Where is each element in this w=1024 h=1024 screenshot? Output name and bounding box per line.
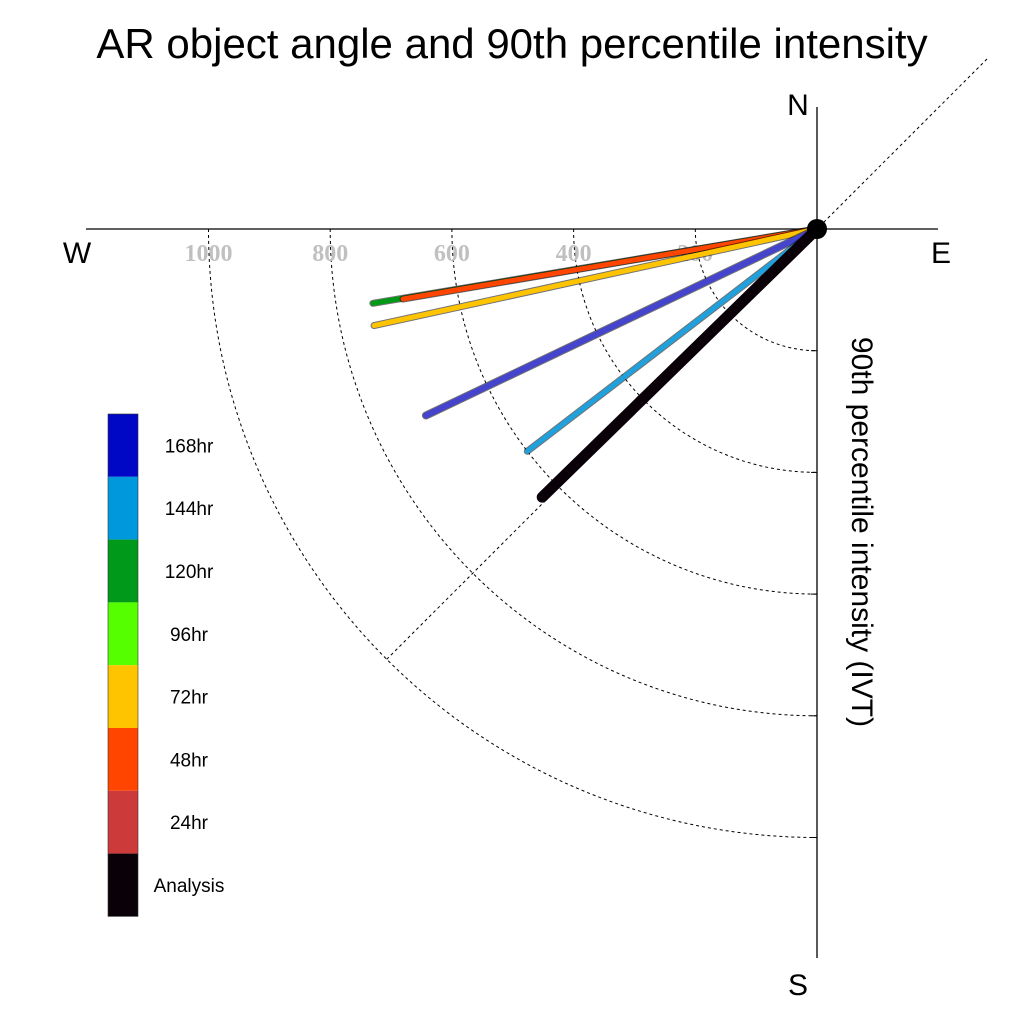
- legend-swatch-24hr: [108, 790, 138, 854]
- compass-north: N: [787, 89, 809, 122]
- legend-label-168hr: 168hr: [165, 436, 214, 457]
- radial-tick-label-400: 400: [556, 241, 592, 267]
- legend-label-Analysis: Analysis: [154, 876, 225, 897]
- legend-swatch-144hr: [108, 476, 138, 540]
- legend-label-144hr: 144hr: [165, 499, 214, 520]
- grid-arc-800: [329, 228, 818, 717]
- grid-arc-600: [451, 228, 818, 595]
- radial-tick-label-600: 600: [434, 241, 470, 267]
- compass-west: W: [63, 237, 92, 270]
- grid-diagonal: [385, 58, 988, 661]
- compass-south: S: [788, 969, 808, 1002]
- radial-axis-label: 90th percentile intensity (IVT): [845, 337, 878, 727]
- series-line-144hr: [524, 226, 820, 454]
- compass-east: E: [931, 237, 951, 270]
- grid-arc-1000: [208, 228, 818, 838]
- legend-swatch-Analysis: [108, 853, 138, 917]
- legend-swatch-120hr: [108, 539, 138, 603]
- legend-label-96hr: 96hr: [170, 625, 209, 646]
- legend-label-24hr: 24hr: [170, 813, 209, 834]
- series-line-168hr: [422, 226, 820, 419]
- legend-label-48hr: 48hr: [170, 750, 209, 771]
- radial-tick-label-800: 800: [312, 241, 348, 267]
- legend-label-72hr: 72hr: [170, 688, 209, 709]
- origin-dot: [807, 219, 827, 239]
- series-lines: [369, 223, 823, 503]
- chart-title: AR object angle and 90th percentile inte…: [96, 20, 927, 67]
- series-line-Analysis: [536, 223, 823, 503]
- legend: 168hr 144hr 120hr 96hr 72hr 48hr 24hr Analysis: [107, 413, 225, 917]
- legend-swatch-48hr: [108, 728, 138, 791]
- legend-swatch-72hr: [108, 665, 138, 728]
- legend-border: [107, 413, 139, 917]
- series-line-72hr: [371, 226, 820, 329]
- legend-label-120hr: 120hr: [165, 562, 214, 583]
- legend-swatch-168hr: [108, 414, 138, 477]
- radial-tick-label-1000: 1000: [185, 241, 233, 267]
- legend-swatch-96hr: [108, 602, 138, 666]
